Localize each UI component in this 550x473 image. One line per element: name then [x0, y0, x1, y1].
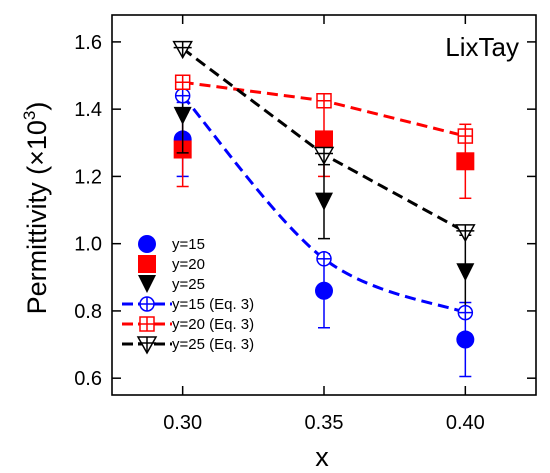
data-point — [316, 251, 332, 267]
x-axis-ticks: 0.30 0.35 0.40 — [163, 15, 485, 434]
data-point — [456, 330, 475, 349]
annotation: LixTay — [445, 32, 519, 62]
legend-item: y=15 — [138, 235, 205, 253]
y-tick-label: 1.2 — [74, 166, 102, 188]
legend-label: y=25 (Eq. 3) — [172, 336, 254, 353]
legend-item: y=15 (Eq. 3) — [122, 296, 254, 313]
y-axis-label-main: Permittivity (×10 — [22, 120, 52, 314]
x-axis-label: x — [315, 442, 329, 472]
y-axis-label: Permittivity (×103) — [20, 102, 52, 315]
series-5 — [172, 40, 476, 243]
data-point — [456, 263, 475, 282]
data-point — [315, 192, 333, 211]
legend-marker — [136, 336, 158, 355]
legend-marker — [139, 316, 155, 332]
y-tick-label: 0.8 — [74, 301, 102, 323]
data-point — [174, 74, 191, 91]
x-tick-label: 0.35 — [305, 412, 344, 434]
x-tick-label: 0.40 — [446, 412, 485, 434]
data-point — [172, 40, 193, 60]
legend-marker — [138, 255, 156, 273]
data-point — [315, 130, 333, 149]
data-point — [457, 304, 474, 321]
data-point — [455, 224, 476, 243]
legend-item: y=20 — [138, 255, 205, 273]
data-point — [174, 87, 191, 104]
x-tick-label: 0.30 — [163, 412, 202, 434]
data-point — [173, 106, 192, 125]
data-point — [457, 128, 474, 144]
legend-label: y=20 (Eq. 3) — [172, 316, 254, 333]
legend-item: y=25 (Eq. 3) — [122, 336, 254, 355]
data-point — [313, 146, 335, 166]
data-point — [456, 152, 475, 171]
data-point — [315, 281, 333, 300]
legend-label: y=15 (Eq. 3) — [172, 296, 254, 313]
legend-item: y=20 (Eq. 3) — [122, 316, 254, 333]
y-axis-label-exponent: 3 — [20, 111, 39, 120]
legend-label: y=20 — [172, 256, 205, 273]
data-series — [172, 40, 476, 378]
y-axis-label-close: ) — [22, 102, 52, 111]
legend-label: y=15 — [172, 236, 205, 253]
y-tick-label: 1.6 — [74, 32, 102, 54]
series-4 — [174, 74, 474, 144]
y-tick-label: 1.0 — [74, 234, 102, 256]
y-axis-ticks: 0.6 0.8 1.0 1.2 1.4 1.6 — [74, 32, 536, 390]
legend-marker — [139, 296, 155, 312]
series-3 — [174, 87, 474, 321]
series-line-3 — [181, 94, 466, 315]
legend-item: y=25 — [138, 275, 205, 293]
legend-marker — [138, 275, 156, 293]
legend-marker — [138, 235, 156, 253]
legend-label: y=25 — [172, 276, 205, 293]
legend: y=15 y=20 y=25 y=15 (Eq. 3) y=20 (Eq. 3) y=25… — [122, 235, 254, 355]
y-tick-label: 0.6 — [74, 368, 102, 390]
y-tick-label: 1.4 — [74, 99, 102, 121]
data-point — [316, 93, 332, 109]
